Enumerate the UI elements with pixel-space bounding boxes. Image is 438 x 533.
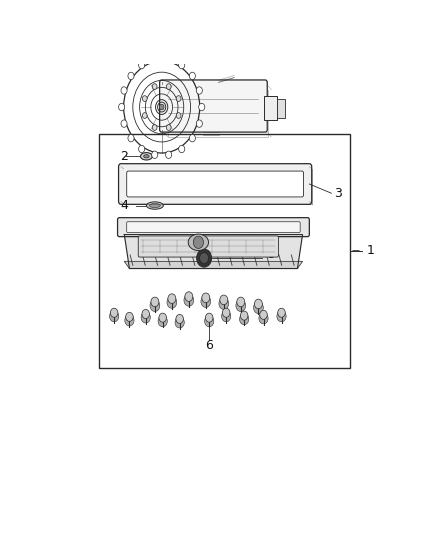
Circle shape (142, 96, 147, 101)
Polygon shape (124, 261, 303, 269)
Circle shape (152, 84, 157, 90)
FancyBboxPatch shape (127, 171, 304, 197)
Circle shape (150, 300, 160, 311)
Text: 3: 3 (334, 187, 342, 200)
Polygon shape (124, 235, 303, 269)
Circle shape (141, 312, 150, 323)
Circle shape (152, 125, 157, 131)
Circle shape (126, 312, 133, 321)
Circle shape (142, 112, 147, 118)
Bar (277, 99, 285, 118)
Ellipse shape (144, 155, 149, 158)
Text: 5: 5 (268, 248, 276, 261)
Circle shape (166, 55, 172, 63)
Text: 1: 1 (367, 244, 374, 257)
Circle shape (152, 151, 158, 158)
Bar (99, 134, 350, 368)
Circle shape (179, 61, 185, 69)
Circle shape (189, 72, 195, 79)
Text: 4: 4 (120, 199, 128, 212)
FancyBboxPatch shape (127, 222, 300, 232)
FancyBboxPatch shape (119, 164, 312, 204)
Circle shape (176, 314, 184, 324)
Circle shape (138, 146, 145, 152)
Circle shape (184, 294, 194, 306)
Circle shape (205, 316, 214, 327)
Circle shape (152, 55, 158, 63)
Ellipse shape (188, 234, 208, 251)
Circle shape (167, 296, 177, 308)
Circle shape (202, 293, 210, 303)
Circle shape (185, 292, 193, 301)
Circle shape (142, 310, 149, 319)
Circle shape (236, 300, 246, 311)
Circle shape (138, 61, 145, 69)
Circle shape (260, 310, 267, 319)
Circle shape (196, 120, 202, 127)
Circle shape (196, 87, 202, 94)
Circle shape (110, 311, 119, 322)
Circle shape (110, 308, 118, 317)
Text: 2: 2 (120, 150, 128, 163)
Circle shape (240, 313, 249, 325)
Ellipse shape (141, 152, 152, 160)
Circle shape (197, 249, 212, 267)
Text: 6: 6 (205, 338, 213, 352)
Circle shape (166, 151, 172, 158)
Ellipse shape (149, 204, 160, 207)
Circle shape (277, 311, 286, 322)
Circle shape (278, 308, 285, 317)
Circle shape (166, 125, 171, 131)
Circle shape (179, 146, 185, 152)
Circle shape (176, 112, 181, 118)
Circle shape (199, 103, 205, 111)
Circle shape (193, 236, 204, 248)
Circle shape (200, 253, 208, 263)
Circle shape (189, 134, 195, 142)
Circle shape (151, 297, 159, 306)
Circle shape (175, 317, 184, 328)
FancyBboxPatch shape (117, 217, 309, 237)
Circle shape (205, 313, 213, 322)
Circle shape (159, 104, 164, 110)
Circle shape (121, 87, 127, 94)
FancyBboxPatch shape (159, 80, 267, 132)
Bar (168, 90, 268, 137)
Circle shape (237, 297, 245, 306)
Circle shape (125, 315, 134, 326)
Circle shape (121, 120, 127, 127)
Circle shape (254, 299, 262, 309)
Circle shape (158, 316, 167, 327)
Circle shape (128, 134, 134, 142)
Circle shape (176, 96, 181, 101)
Bar (238, 116, 260, 126)
Circle shape (223, 308, 230, 317)
Circle shape (240, 311, 248, 320)
Circle shape (166, 84, 171, 90)
Circle shape (168, 294, 176, 303)
Bar (264, 95, 277, 120)
Circle shape (201, 296, 211, 308)
Circle shape (222, 311, 231, 322)
Circle shape (259, 313, 268, 324)
Circle shape (159, 313, 166, 322)
Circle shape (254, 302, 263, 313)
FancyBboxPatch shape (138, 236, 279, 257)
Circle shape (128, 72, 134, 79)
Ellipse shape (146, 202, 163, 209)
Circle shape (219, 297, 229, 310)
Circle shape (220, 295, 228, 305)
Circle shape (119, 103, 125, 111)
